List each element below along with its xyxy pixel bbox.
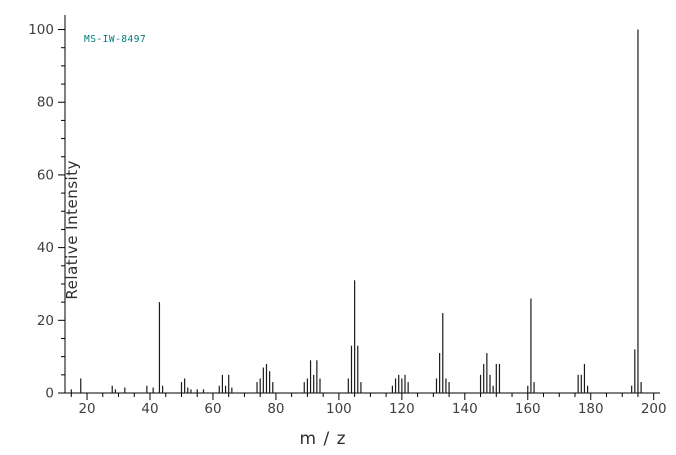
svg-text:160: 160: [515, 401, 541, 417]
svg-text:60: 60: [37, 167, 54, 183]
svg-text:100: 100: [326, 401, 352, 417]
x-axis-title: m / z: [299, 429, 347, 449]
svg-text:200: 200: [641, 401, 667, 417]
svg-text:140: 140: [452, 401, 478, 417]
svg-text:40: 40: [37, 240, 54, 256]
peaks: [70, 29, 642, 393]
x-axis: 20 40 60 80 100 120 140 160 180 200: [65, 392, 667, 417]
svg-text:80: 80: [37, 95, 54, 111]
svg-text:20: 20: [37, 313, 54, 329]
svg-text:180: 180: [578, 401, 604, 417]
svg-text:60: 60: [204, 401, 221, 417]
spectrum-id-label: MS-IW-8497: [84, 34, 147, 45]
y-axis: 0 20 40 60 80 100: [28, 15, 66, 402]
svg-text:40: 40: [141, 401, 158, 417]
svg-text:100: 100: [28, 22, 54, 38]
svg-text:80: 80: [267, 401, 284, 417]
svg-text:20: 20: [78, 401, 95, 417]
svg-text:120: 120: [389, 401, 415, 417]
svg-text:0: 0: [45, 386, 54, 402]
y-axis-title: Relative Intensity: [62, 159, 81, 300]
